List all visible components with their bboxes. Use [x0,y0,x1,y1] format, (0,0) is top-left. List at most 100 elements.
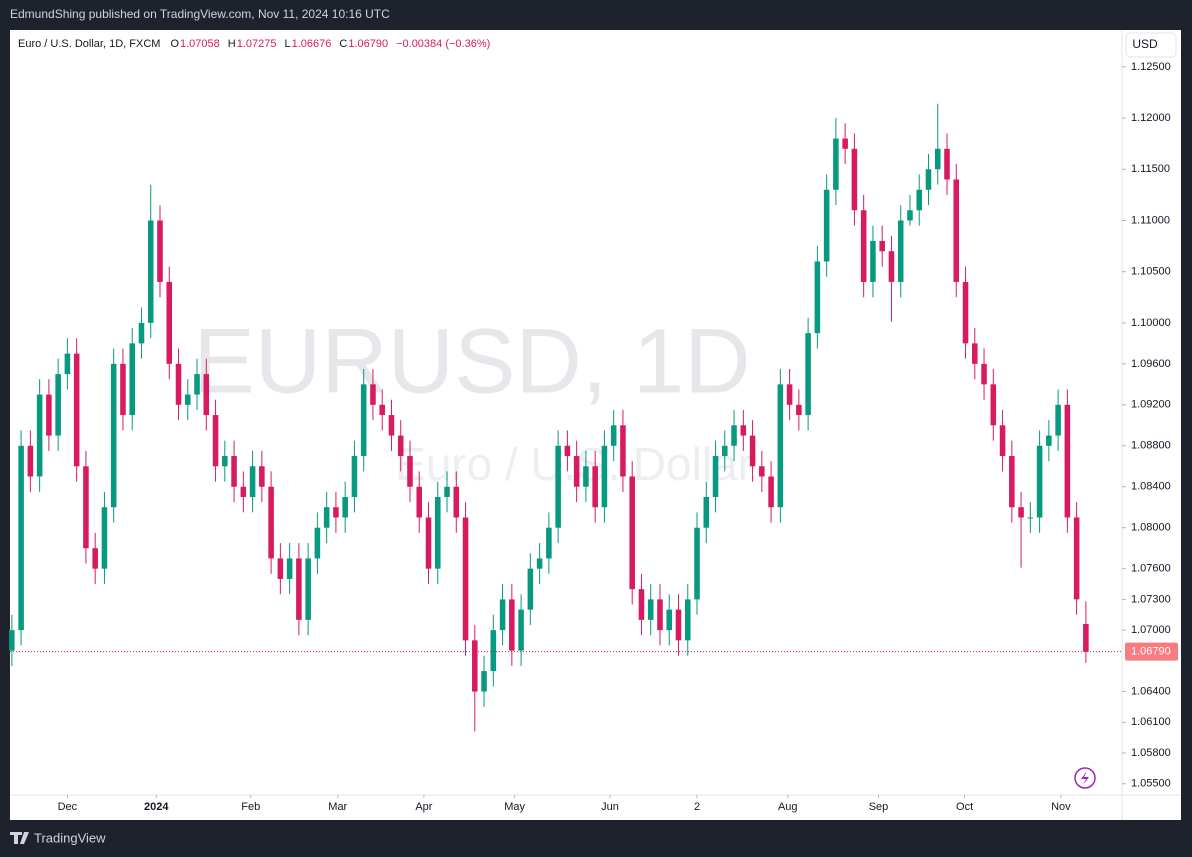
candle-body [342,496,348,518]
candle-body [870,240,876,282]
candle-body [333,507,339,518]
candle-body [851,148,858,211]
candle-body [157,220,163,282]
currency-button[interactable] [1125,32,1177,58]
candle-body [277,558,284,579]
candle-body [972,343,978,364]
x-tick-label: Nov [1051,801,1071,813]
candle-body [147,220,154,323]
candle-body [129,343,135,416]
candle-body [110,363,117,508]
candle-body [814,261,821,334]
currency-label[interactable]: USD [1132,37,1158,51]
candle-body [1055,404,1061,436]
candle-body [620,425,626,477]
ohlc-key: L [284,38,290,50]
candle-body [351,456,358,497]
candle-body [388,415,395,436]
candle-body [833,138,839,190]
candle-body [36,394,43,477]
candle-body [379,404,385,416]
candle-body [481,671,487,692]
chart-panel [10,30,1181,820]
candle-body [286,558,293,579]
ohlc-key: O [170,38,179,50]
candle-body [203,374,210,416]
candle-body [953,179,960,282]
candle-body [509,599,515,651]
candle-body [601,445,608,508]
y-tick-label: 1.06100 [1131,716,1171,728]
tv-logo [10,832,29,844]
candle-body [1036,445,1043,518]
candle-body [222,456,228,467]
candle-body [499,599,506,631]
candle-body [610,425,617,446]
ohlc-key: C [339,38,347,50]
x-tick-label: Dec [58,801,78,813]
x-tick-label: Aug [778,801,798,813]
candle-body [694,527,700,600]
candle-body [777,384,784,508]
candle-body [675,609,682,641]
candle-body [462,517,469,641]
y-tick-label: 1.05800 [1131,747,1171,759]
x-tick-label: Feb [241,801,260,813]
candle-body [83,466,89,549]
last-price-box [1125,642,1178,661]
symbol-title: Euro / U.S. Dollar, 1D, FXCM [18,38,160,50]
candle-body [184,394,191,405]
y-tick-label: 1.11000 [1131,214,1170,226]
y-tick-label: 1.12000 [1131,112,1171,124]
candle-body [73,353,80,467]
y-tick-label: 1.11500 [1131,163,1170,175]
x-tick-label: May [504,801,525,813]
candle-body [1073,517,1080,600]
candle-body [888,251,895,282]
candle-body [92,548,98,569]
candle-body [472,640,478,692]
candle-body [101,507,108,569]
y-tick-label: 1.12500 [1131,61,1171,73]
candle-body [573,456,580,487]
candle-body [944,148,950,180]
candle-body [27,445,34,477]
candle-body [194,374,200,395]
y-tick-label: 1.09200 [1131,399,1171,411]
ohlc-legend: O 1.07058 H 1.07275 L 1.06676 C 1.06790 −0.00384… [170,38,490,50]
candle-body [546,527,552,559]
candle-body [240,486,247,497]
y-tick-label: 1.08800 [1131,440,1171,452]
candle-body [296,558,302,620]
candle-body [1083,623,1089,652]
candle-body [962,281,969,344]
candle-body [981,363,987,385]
candle-body [629,476,635,590]
candle-body [490,630,497,672]
watermark: EURUSD, 1D [193,310,750,412]
candle-body [212,415,219,467]
candle-body [268,486,274,559]
ohlc-value: 1.07058 [180,38,220,50]
candle-body [1018,507,1024,518]
y-tick-label: 1.08400 [1131,481,1171,493]
candle-body [823,189,830,262]
candle-body [18,445,24,631]
candle-body [749,435,756,467]
candle-body [416,486,423,518]
candle-body [583,466,589,487]
alert-icon[interactable] [1074,767,1096,789]
candle-body [564,445,571,457]
candle-body [1046,435,1052,446]
y-tick-label: 1.08000 [1131,522,1171,534]
candle-body [360,384,367,457]
candle-body [444,486,450,497]
ohlc-value: 1.06790 [348,38,388,50]
candle-body [166,281,173,364]
candle-body [9,630,15,651]
y-tick-label: 1.07300 [1131,593,1171,605]
candle-body [407,456,413,487]
candle-body [120,363,126,416]
candle-body [370,384,376,405]
